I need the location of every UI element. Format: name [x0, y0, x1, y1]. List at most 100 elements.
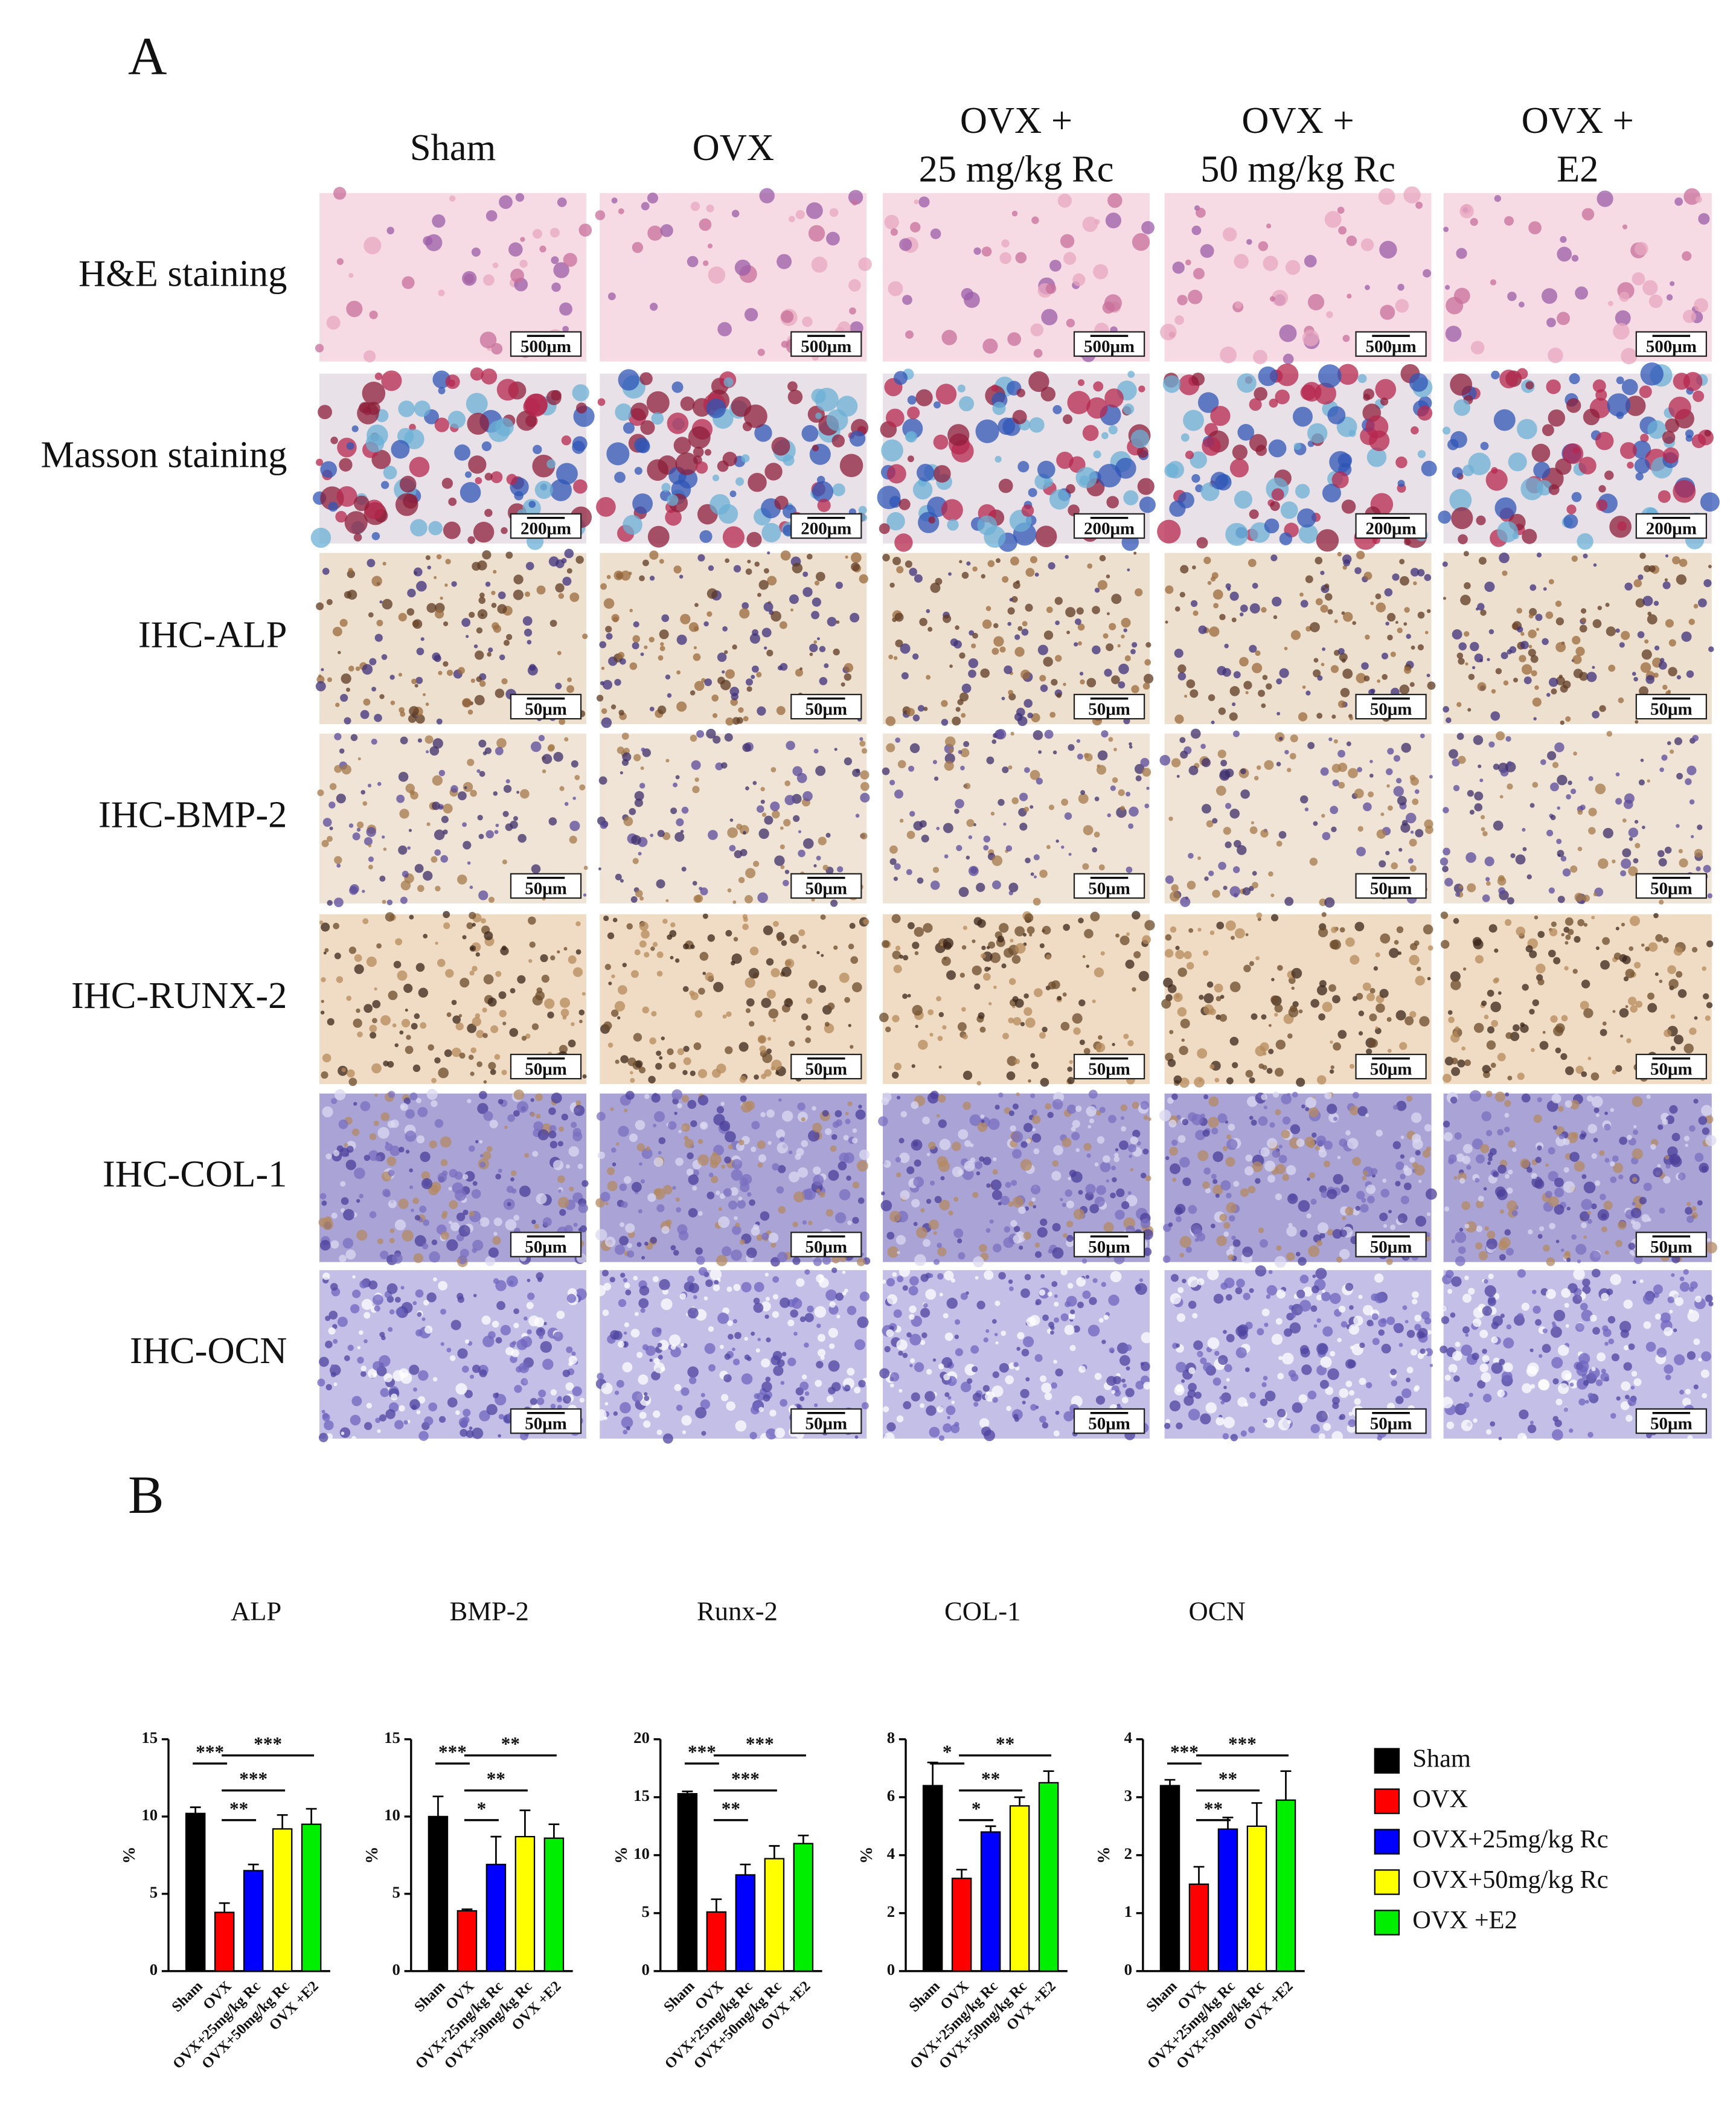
tissue-texture — [1033, 875, 1037, 879]
tissue-texture — [1180, 565, 1189, 574]
tissue-texture — [367, 783, 372, 788]
tissue-texture — [879, 523, 890, 534]
tissue-texture — [1451, 1067, 1460, 1076]
tissue-texture — [1426, 609, 1431, 614]
tissue-texture — [1185, 259, 1191, 266]
tissue-texture — [393, 960, 402, 969]
tissue-texture — [1300, 795, 1308, 804]
tissue-texture — [533, 444, 542, 454]
tissue-texture — [911, 1199, 920, 1208]
tissue-texture — [1127, 1040, 1134, 1047]
tissue-texture — [640, 1308, 645, 1313]
tissue-texture — [380, 1112, 390, 1121]
tissue-texture — [936, 826, 940, 830]
tissue-texture — [1618, 1221, 1627, 1230]
tissue-texture — [469, 911, 476, 919]
tissue-texture — [1307, 294, 1325, 310]
tissue-texture — [485, 210, 498, 222]
tissue-texture — [1571, 1234, 1577, 1240]
tissue-texture — [1030, 556, 1037, 563]
tissue-texture — [1276, 678, 1283, 685]
tissue-texture — [1066, 1221, 1074, 1228]
tissue-texture — [1211, 1224, 1216, 1228]
tissue-texture — [495, 417, 514, 437]
tissue-texture — [757, 592, 761, 597]
tissue-texture — [321, 668, 324, 672]
tissue-texture — [1202, 1129, 1210, 1137]
tissue-texture — [1676, 971, 1683, 978]
tissue-texture — [801, 1013, 809, 1021]
tissue-texture — [357, 402, 379, 425]
row-label: Masson staining — [40, 434, 287, 476]
tissue-texture — [561, 435, 572, 446]
tissue-texture — [1174, 714, 1184, 724]
tissue-texture — [1659, 767, 1664, 772]
tissue-texture — [745, 1008, 751, 1013]
tissue-texture — [1450, 980, 1461, 990]
tissue-texture — [763, 646, 767, 650]
tissue-texture — [319, 1356, 329, 1367]
tissue-texture — [715, 1190, 720, 1196]
tissue-texture — [1406, 634, 1411, 639]
tissue-texture — [816, 1361, 824, 1369]
tissue-texture — [1296, 1138, 1305, 1147]
tissue-texture — [1569, 1152, 1580, 1162]
tissue-texture — [1633, 579, 1642, 588]
tissue-texture — [1014, 926, 1025, 937]
tissue-texture — [479, 771, 485, 777]
tissue-texture — [1253, 350, 1267, 365]
tissue-texture — [409, 1185, 414, 1190]
tissue-texture — [1255, 956, 1260, 961]
tissue-texture — [1217, 1113, 1228, 1123]
tissue-texture — [1171, 1140, 1178, 1146]
tissue-texture — [455, 1022, 464, 1031]
tissue-texture — [1220, 1180, 1231, 1191]
tissue-texture — [1258, 1227, 1264, 1233]
tissue-texture — [1393, 786, 1404, 797]
tissue-texture — [1615, 772, 1620, 777]
tissue-texture — [879, 1012, 889, 1022]
tissue-texture — [1548, 409, 1565, 427]
tissue-texture — [1409, 373, 1428, 392]
tissue-texture — [1442, 561, 1448, 567]
tissue-texture — [1613, 322, 1630, 340]
tissue-texture — [898, 498, 911, 510]
tissue-texture — [320, 461, 338, 478]
tissue-texture — [898, 1138, 905, 1144]
tissue-texture — [1615, 628, 1620, 633]
tissue-texture — [1316, 1135, 1327, 1146]
tissue-texture — [680, 396, 695, 411]
tissue-texture — [960, 765, 965, 771]
tissue-texture — [754, 1282, 764, 1292]
tissue-texture — [631, 1181, 642, 1192]
tissue-texture — [579, 784, 586, 791]
tissue-texture — [1443, 226, 1449, 233]
tissue-texture — [1480, 441, 1489, 451]
tissue-texture — [571, 1121, 577, 1128]
tissue-texture — [927, 627, 933, 632]
tissue-texture — [484, 509, 493, 517]
tissue-texture — [1424, 574, 1432, 582]
tissue-texture — [1487, 1026, 1494, 1034]
row-label: IHC-OCN — [130, 1329, 287, 1372]
tissue-texture — [1083, 1048, 1091, 1055]
tissue-texture — [738, 707, 744, 713]
tissue-texture — [1488, 741, 1495, 748]
tissue-texture — [634, 791, 644, 801]
tissue-texture — [527, 640, 532, 645]
tissue-texture — [1065, 1189, 1072, 1197]
tissue-texture — [1186, 961, 1194, 970]
tissue-texture — [1665, 554, 1669, 558]
tissue-texture — [1417, 450, 1426, 458]
tissue-texture — [665, 674, 671, 680]
tissue-texture — [635, 1060, 643, 1068]
tissue-texture — [1274, 1013, 1278, 1017]
tissue-texture — [322, 1053, 332, 1063]
tissue-texture — [959, 652, 966, 659]
tissue-texture — [970, 867, 978, 874]
tissue-texture — [373, 1373, 377, 1378]
tissue-texture — [622, 963, 627, 967]
scale-bar-label: 50μm — [1370, 699, 1412, 719]
tissue-texture — [1243, 964, 1251, 972]
tissue-texture — [998, 417, 1016, 435]
